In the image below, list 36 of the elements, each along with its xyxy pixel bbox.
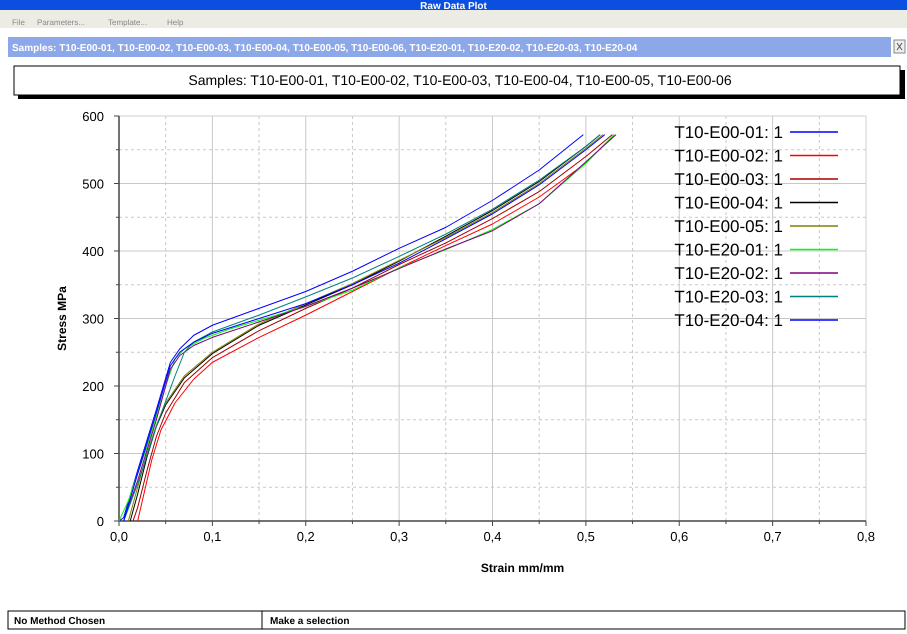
text: Help <box>167 18 184 27</box>
x-tick-label: 0,0 <box>110 529 128 544</box>
x-tick-label: 0,3 <box>390 529 408 544</box>
legend-label: T10-E00-05: 1 <box>674 217 783 236</box>
text: No Method Chosen <box>14 616 106 627</box>
x-axis-title: Strain mm/mm <box>480 561 564 575</box>
x-tick-label: 0,2 <box>296 529 315 544</box>
legend-label: T10-E00-02: 1 <box>674 146 783 166</box>
text: Samples: T10-E00-01, T10-E00-02, T10-E00-03, T10-E00-04, T10-E00-05, T10-E00-06, T10-E20-01, T10-E20-02, T10-E20-03, T10-E20-04 <box>12 43 638 54</box>
text: Template... <box>108 18 148 27</box>
text: Make a selection <box>270 616 350 627</box>
legend-label: T10-E20-02: 1 <box>674 264 783 283</box>
text: Raw Data Plot <box>420 1 488 12</box>
y-tick-label: 400 <box>82 244 104 259</box>
legend-label: T10-E20-04: 1 <box>674 311 783 330</box>
x-tick-label: 0,6 <box>670 529 688 544</box>
legend-label: T10-E00-04: 1 <box>674 194 783 212</box>
text: File <box>12 18 26 27</box>
chart-title: Samples: T10-E00-01, T10-E00-02, T10-E00-03, T10-E00-04, T10-E00-05, T10-E00-06 <box>188 72 732 88</box>
legend-label: T10-E00-03: 1 <box>674 170 783 189</box>
x-tick-label: 0,4 <box>483 529 502 544</box>
y-tick-label: 300 <box>82 312 104 326</box>
legend-label: T10-E00-01: 1 <box>674 123 783 142</box>
legend-label: T10-E20-01: 1 <box>674 240 783 260</box>
y-tick-label: 200 <box>82 379 104 394</box>
y-axis-title: Stress MPa <box>55 286 69 351</box>
x-tick-label: 0,7 <box>764 529 782 544</box>
y-tick-label: 0 <box>96 514 104 529</box>
x-tick-label: 0,1 <box>203 529 222 544</box>
x-tick-label: 0,5 <box>576 529 595 544</box>
y-tick-label: 600 <box>82 109 104 124</box>
y-tick-label: 100 <box>82 446 104 462</box>
text: Parameters... <box>37 18 86 27</box>
x-tick-label: 0,8 <box>856 529 876 544</box>
legend-label: T10-E20-03: 1 <box>674 288 783 306</box>
y-tick-label: 500 <box>82 176 104 192</box>
